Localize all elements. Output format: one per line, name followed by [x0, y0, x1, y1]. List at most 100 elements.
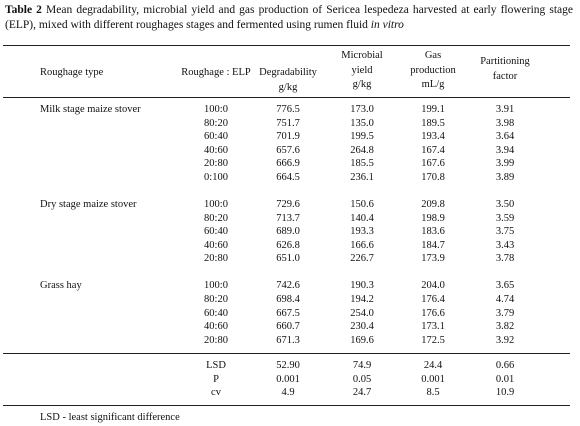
cell: 657.6	[276, 144, 300, 156]
footnote: LSD - least significant difference	[40, 412, 180, 423]
cell: 199.5	[350, 131, 374, 143]
column-header: g/kg	[278, 81, 298, 93]
cell: 3.75	[495, 226, 515, 238]
cell: 60:40	[204, 131, 228, 143]
cell: 3.89	[495, 172, 515, 183]
cell: 169.6	[350, 334, 374, 346]
column-header: Gas	[424, 50, 442, 61]
cell: 664.5	[276, 172, 300, 183]
column-header: yield	[351, 64, 373, 76]
cell: 100:0	[204, 280, 228, 292]
stat-cell: 10.9	[495, 387, 515, 398]
cell: 173.9	[421, 253, 445, 265]
cell: 176.4	[421, 294, 445, 305]
stat-cell: 24.4	[423, 360, 443, 371]
stat-cell: 0.66	[495, 360, 515, 371]
cell: 626.8	[276, 239, 300, 251]
cell: 3.99	[495, 158, 515, 170]
title-italic: in vitro	[370, 19, 404, 31]
column-header: production	[410, 64, 456, 76]
cell: 689.0	[276, 226, 300, 238]
stat-label: LSD	[206, 360, 226, 371]
cell: 236.1	[350, 172, 374, 183]
group-name: Dry stage maize stover	[40, 199, 137, 210]
cell: 60:40	[204, 307, 228, 319]
cell: 3.91	[495, 104, 515, 115]
column-header: mL/g	[421, 79, 445, 90]
cell: 199.1	[421, 104, 445, 115]
cell: 729.6	[276, 199, 300, 210]
column-header: g/kg	[352, 79, 372, 90]
column-header: factor	[492, 70, 518, 82]
bottom-rule	[3, 405, 570, 406]
title-label: Table 2	[5, 4, 42, 16]
cell: 194.2	[350, 294, 374, 305]
stat-cell: 0.01	[495, 373, 515, 385]
cell: 20:80	[204, 334, 228, 346]
stat-cell: 24.7	[352, 387, 372, 398]
cell: 100:0	[204, 199, 228, 210]
cell: 135.0	[350, 117, 374, 129]
stat-cell: 4.9	[281, 387, 295, 398]
title-text: Mean degradability, microbial yield and …	[5, 4, 574, 31]
cell: 230.4	[350, 321, 374, 333]
stat-label: P	[213, 373, 219, 385]
cell: 100:0	[204, 104, 228, 115]
cell: 166.6	[350, 239, 374, 251]
cell: 3.82	[495, 321, 515, 333]
cell: 209.8	[421, 199, 445, 210]
header-rule	[3, 97, 570, 98]
cell: 264.8	[350, 144, 374, 156]
cell: 3.65	[495, 280, 515, 292]
stat-cell: 0.001	[276, 373, 300, 385]
stat-cell: 74.9	[352, 360, 372, 371]
cell: 172.5	[421, 334, 445, 346]
cell: 254.0	[350, 307, 374, 319]
cell: 667.5	[276, 307, 300, 319]
cell: 150.6	[350, 199, 374, 210]
cell: 3.79	[495, 307, 515, 319]
cell: 0:100	[204, 172, 228, 183]
column-header: Degradability	[259, 67, 317, 78]
cell: 193.3	[350, 226, 374, 238]
stat-cell: 0.001	[421, 373, 445, 385]
column-header: Roughage : ELP	[181, 67, 251, 78]
cell: 173.0	[350, 104, 374, 115]
cell: 3.92	[495, 334, 515, 346]
cell: 3.98	[495, 117, 515, 129]
cell: 3.50	[495, 199, 515, 210]
cell: 3.59	[495, 212, 515, 224]
cell: 742.6	[276, 280, 300, 292]
stat-label: cv	[211, 387, 221, 398]
cell: 713.7	[276, 212, 300, 224]
column-header: Roughage type	[40, 67, 104, 78]
column-header: Microbial	[341, 50, 383, 61]
cell: 198.9	[421, 212, 445, 224]
cell: 776.5	[276, 104, 300, 115]
cell: 80:20	[204, 212, 228, 224]
stat-cell: 52.90	[276, 360, 300, 371]
stat-cell: 0.05	[352, 373, 372, 385]
cell: 189.5	[421, 117, 445, 129]
cell: 140.4	[350, 212, 374, 224]
cell: 183.6	[421, 226, 445, 238]
cell: 60:40	[204, 226, 228, 238]
group-name: Grass hay	[40, 280, 82, 292]
group-name: Milk stage maize stover	[40, 104, 141, 115]
cell: 666.9	[276, 158, 300, 170]
cell: 3.94	[495, 144, 515, 156]
cell: 20:80	[204, 158, 228, 170]
cell: 40:60	[204, 321, 228, 333]
table-title: Table 2 Mean degradability, microbial yi…	[5, 3, 573, 33]
cell: 701.9	[276, 131, 300, 143]
cell: 751.7	[276, 117, 300, 129]
cell: 40:60	[204, 144, 228, 156]
cell: 651.0	[276, 253, 300, 265]
cell: 170.8	[421, 172, 445, 183]
cell: 80:20	[204, 117, 228, 129]
cell: 176.6	[421, 307, 445, 319]
cell: 226.7	[350, 253, 374, 265]
cell: 184.7	[421, 239, 445, 251]
cell: 3.43	[495, 239, 515, 251]
